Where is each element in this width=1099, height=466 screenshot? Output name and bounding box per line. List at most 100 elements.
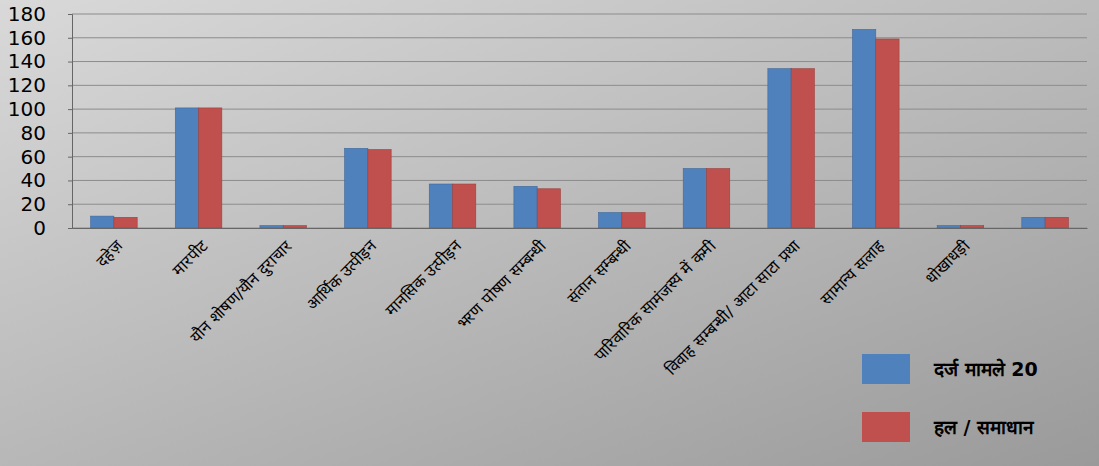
x-tick-label: आर्थिक उत्पीड़न (303, 236, 382, 315)
bar (937, 226, 960, 228)
y-tick-label: 0 (33, 216, 46, 240)
bar (114, 217, 137, 228)
y-tick: 60 (21, 145, 72, 169)
bar (1022, 217, 1045, 228)
x-tick-label: संतान सम्बन्धी (563, 236, 635, 308)
y-axis-line (68, 15, 73, 229)
y-tick-mark (68, 204, 72, 205)
y-tick-label: 140 (8, 49, 46, 73)
bar (1045, 217, 1068, 228)
grid-line (72, 14, 1087, 15)
legend-item: दर्ज मामले 20 (862, 354, 1038, 384)
bar (599, 213, 622, 228)
y-tick: 20 (21, 192, 72, 216)
x-tick-label: मानसिक उत्पीड़न (382, 236, 466, 320)
bar-series (91, 29, 1045, 228)
grid-line (72, 204, 1087, 205)
y-tick-mark (68, 133, 72, 134)
x-tick-label: सामान्य सलाह (816, 236, 888, 308)
grid-line (72, 132, 1087, 133)
bar (876, 39, 899, 228)
bar (429, 184, 452, 228)
bar (768, 69, 791, 228)
grid-line (72, 156, 1087, 157)
x-tick: धोखाधड़ी (922, 228, 974, 288)
x-axis-line (73, 228, 1088, 229)
chart: 020406080100120140160180 दहेज़ मारपीटयौन श… (0, 0, 1099, 466)
bar (345, 148, 368, 228)
y-tick-mark (68, 14, 72, 15)
bars (91, 29, 1069, 228)
x-tick: मानसिक उत्पीड़न (382, 228, 466, 320)
bar (175, 108, 198, 228)
y-axis: 020406080100120140160180 (8, 2, 73, 240)
grid (72, 14, 1087, 228)
x-tick-label: यौन शोषण/यौन दुराचार (186, 236, 297, 347)
x-tick: विवाह सम्बन्धी/ आटा साटा प्रथा (661, 228, 804, 379)
legend-label: दर्ज मामले 20 (933, 358, 1038, 380)
bar (791, 69, 814, 228)
bar (283, 226, 306, 228)
y-tick-mark (68, 109, 72, 110)
bar (537, 189, 560, 228)
y-tick: 140 (8, 49, 72, 73)
y-tick-label: 40 (21, 168, 46, 192)
x-tick: दहेज़ (92, 228, 127, 271)
x-tick-label: भरण पोषण सम्बन्धी (453, 236, 551, 334)
y-tick: 40 (21, 168, 72, 192)
bar (91, 216, 114, 228)
legend-swatch (862, 354, 910, 384)
legend: दर्ज मामले 20 हल / समाधान (862, 354, 1038, 442)
grid-line (72, 109, 1087, 110)
x-tick-label: मारपीट (168, 236, 212, 280)
x-tick-label: विवाह सम्बन्धी/ आटा साटा प्रथा (661, 236, 804, 379)
bar (622, 213, 645, 228)
x-tick-label: धोखाधड़ी (922, 236, 974, 288)
x-tick: सामान्य सलाह (816, 228, 888, 309)
x-tick: भरण पोषण सम्बन्धी (453, 228, 551, 333)
y-tick-mark (68, 85, 72, 86)
bar (260, 226, 283, 228)
bar (960, 226, 983, 228)
x-tick: मारपीट (168, 228, 212, 279)
bar (706, 169, 729, 228)
x-tick-label: दहेज़ (92, 236, 127, 271)
grid-line (72, 61, 1087, 62)
y-tick: 80 (21, 121, 72, 145)
bar-series (114, 39, 1068, 228)
y-tick-mark (68, 180, 72, 181)
y-tick-label: 60 (21, 145, 46, 169)
y-tick: 180 (8, 2, 72, 26)
y-tick: 160 (8, 26, 72, 50)
y-tick-mark (68, 157, 72, 158)
y-tick-mark (68, 38, 72, 39)
y-tick-label: 180 (8, 2, 46, 26)
legend-label: हल / समाधान (933, 416, 1035, 438)
grid-line (72, 85, 1087, 86)
grid-line (72, 180, 1087, 181)
x-axis: दहेज़ मारपीटयौन शोषण/यौन दुराचारआर्थिक उत… (73, 228, 1088, 379)
grid-line (72, 37, 1087, 38)
x-tick: यौन शोषण/यौन दुराचार (186, 228, 297, 347)
y-tick-label: 160 (8, 26, 46, 50)
bar (514, 186, 537, 228)
y-tick: 120 (8, 73, 72, 97)
bar (368, 150, 391, 228)
bar (453, 184, 476, 228)
legend-item: हल / समाधान (862, 412, 1035, 442)
y-tick-label: 120 (8, 73, 46, 97)
y-tick-mark (68, 228, 72, 229)
grid-line (72, 228, 1087, 229)
y-tick: 100 (8, 97, 72, 121)
y-tick: 0 (33, 216, 72, 240)
bar (199, 108, 222, 228)
y-tick-label: 100 (8, 97, 46, 121)
x-tick: आर्थिक उत्पीड़न (303, 228, 382, 314)
y-tick-mark (68, 62, 72, 63)
legend-swatch (862, 412, 910, 442)
bar (683, 169, 706, 228)
x-tick: संतान सम्बन्धी (563, 228, 635, 308)
y-tick-label: 80 (21, 121, 46, 145)
y-tick-label: 20 (21, 192, 46, 216)
bar (853, 29, 876, 228)
